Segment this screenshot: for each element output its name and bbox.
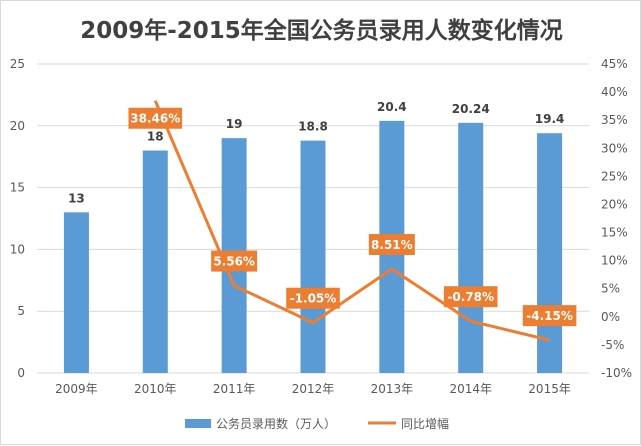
left-axis-tick: 20 xyxy=(10,119,25,133)
bar-data-label: 18 xyxy=(147,130,164,144)
right-axis-tick: 45% xyxy=(601,57,628,71)
right-axis-tick: 40% xyxy=(601,85,628,99)
bar xyxy=(537,133,563,373)
left-axis-tick: 10 xyxy=(10,242,25,256)
left-axis-tick: 5 xyxy=(17,304,25,318)
left-axis-tick: 25 xyxy=(10,57,25,71)
right-axis-tick: -10% xyxy=(601,366,632,380)
right-axis-tick: 35% xyxy=(601,113,628,127)
line-label-box xyxy=(286,287,340,309)
line-data-label: 5.56% xyxy=(213,255,255,269)
bar xyxy=(142,150,168,373)
line-data-label: 38.46% xyxy=(130,112,180,126)
bar-data-label: 19.4 xyxy=(535,112,565,126)
legend-line-label: 同比增幅 xyxy=(401,416,449,431)
x-axis-tick: 2011年 xyxy=(213,382,256,396)
line-label-box xyxy=(368,234,415,256)
bar xyxy=(300,140,326,373)
x-axis-tick: 2010年 xyxy=(134,382,177,396)
right-axis-tick: 30% xyxy=(601,141,628,155)
bar xyxy=(458,122,484,373)
right-axis-tick: 5% xyxy=(601,282,620,296)
left-axis-tick: 0 xyxy=(17,366,25,380)
legend-bar-swatch xyxy=(185,419,211,428)
line-data-label: -4.15% xyxy=(526,309,573,323)
left-axis-tick: 15 xyxy=(10,181,25,195)
bar-data-label: 18.8 xyxy=(298,120,328,134)
chart-title: 2009年-2015年全国公务员录用人数变化情况 xyxy=(80,18,563,44)
legend-bar-label: 公务员录用数（万人） xyxy=(216,416,336,431)
bar-data-label: 19 xyxy=(226,117,243,131)
x-axis-tick: 2009年 xyxy=(55,382,98,396)
bar-data-label: 13 xyxy=(68,191,85,205)
x-axis-tick: 2012年 xyxy=(292,382,335,396)
line-label-box xyxy=(522,305,577,327)
right-axis-tick: -5% xyxy=(601,338,624,352)
line-label-box xyxy=(443,286,498,308)
right-axis-tick: 10% xyxy=(601,254,628,268)
line-data-label: -0.78% xyxy=(447,290,494,304)
line-label-box xyxy=(211,250,258,272)
bar-data-label: 20.24 xyxy=(452,102,490,116)
bar xyxy=(63,212,89,373)
right-axis-tick: 0% xyxy=(601,310,620,324)
x-axis-tick: 2015年 xyxy=(528,382,571,396)
x-axis-tick: 2013年 xyxy=(371,382,414,396)
right-axis-tick: 25% xyxy=(601,169,628,183)
right-axis-tick: 20% xyxy=(601,197,628,211)
right-axis-tick: 15% xyxy=(601,226,628,240)
line-data-label: -1.05% xyxy=(290,292,337,306)
bar-data-label: 20.4 xyxy=(377,100,407,114)
x-axis-tick: 2014年 xyxy=(449,382,492,396)
line-data-label: 8.51% xyxy=(371,238,413,252)
line-label-box xyxy=(128,107,183,129)
